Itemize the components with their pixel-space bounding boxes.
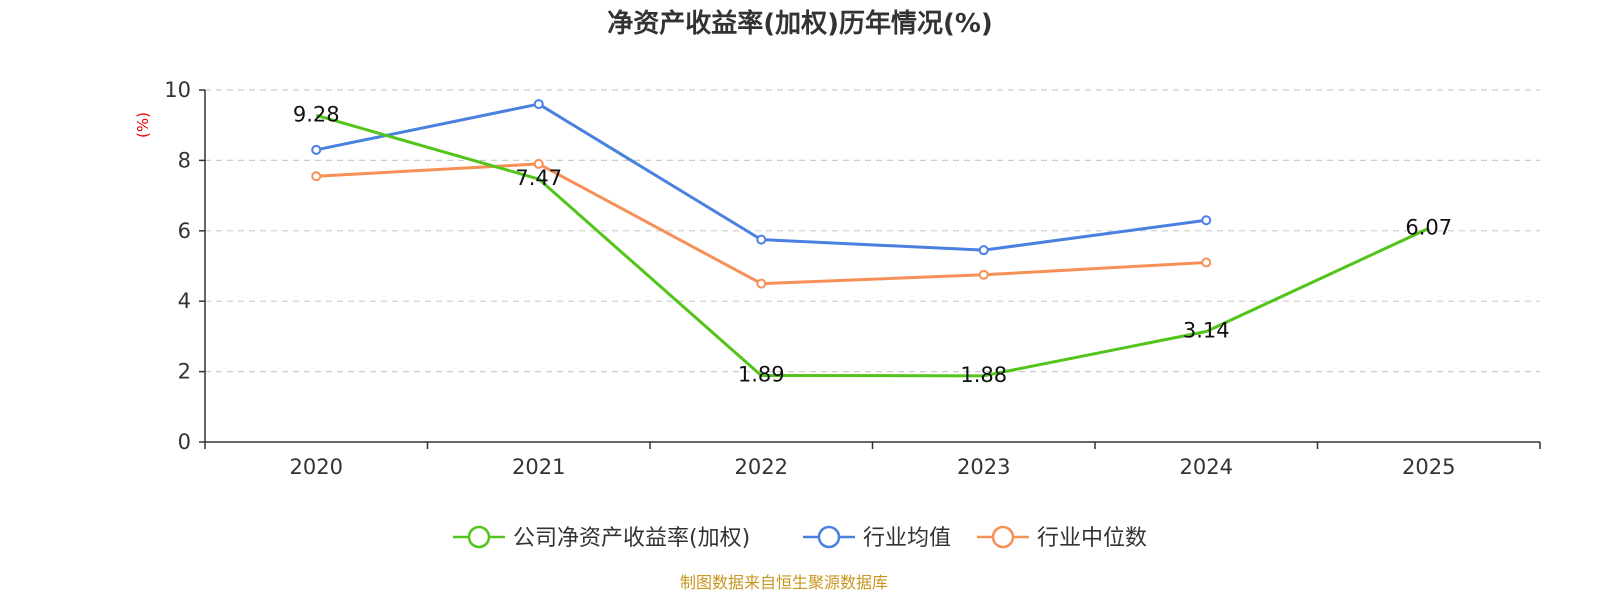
- data-label: 1.88: [960, 363, 1007, 387]
- series-point-2: [978, 269, 989, 280]
- x-tick-label: 2022: [735, 455, 788, 479]
- legend-item-0[interactable]: 公司净资产收益率(加权): [453, 525, 750, 551]
- legend-item-1[interactable]: 行业均值: [803, 525, 951, 551]
- chart-title: 净资产收益率(加权)历年情况(%): [607, 8, 993, 39]
- series-point-2: [533, 158, 544, 169]
- data-labels: 9.28 7.47 1.89 1.88 3.14 6.07: [293, 102, 1452, 386]
- series-point-1: [978, 245, 989, 256]
- y-tick-label: 4: [178, 289, 191, 313]
- y-tick-label: 8: [178, 148, 191, 172]
- series-point-2: [311, 171, 322, 182]
- series-point-2: [756, 278, 767, 289]
- legend-circle-icon: [817, 525, 841, 549]
- series-point-2: [1201, 257, 1212, 268]
- series-point-1: [533, 99, 544, 110]
- series-point-1: [1201, 215, 1212, 226]
- y-tick-label: 6: [178, 219, 191, 243]
- data-label: 6.07: [1405, 215, 1452, 239]
- x-tick-label: 2025: [1402, 455, 1455, 479]
- data-label: 1.89: [738, 362, 785, 386]
- y-tick-label: 0: [178, 430, 191, 454]
- y-axis-label: (%): [134, 112, 152, 138]
- axes: 0 2 4 6 8 10 2020 2021 2022 2023 2024 2025: [164, 78, 1541, 479]
- data-label: 7.47: [515, 166, 562, 190]
- legend-label: 公司净资产收益率(加权): [513, 526, 750, 551]
- legend-circle-icon: [991, 525, 1015, 549]
- x-tick-label: 2023: [957, 455, 1010, 479]
- y-tick-label: 2: [178, 360, 191, 384]
- series-point-1: [311, 144, 322, 155]
- x-tick-label: 2021: [512, 455, 565, 479]
- series-line-2: [316, 162, 1207, 286]
- y-tick-label: 10: [164, 78, 191, 102]
- legend-item-2[interactable]: 行业中位数: [977, 525, 1147, 551]
- series: [311, 99, 1430, 378]
- legend-circle-icon: [467, 525, 491, 549]
- legend-label: 行业中位数: [1037, 526, 1147, 551]
- legend[interactable]: 公司净资产收益率(加权) 行业均值 行业中位数: [453, 525, 1147, 551]
- legend-label: 行业均值: [863, 526, 951, 551]
- source-note: 制图数据来自恒生聚源数据库: [680, 573, 888, 592]
- x-tick-label: 2024: [1180, 455, 1233, 479]
- series-line-1: [315, 102, 1207, 252]
- series-line-0: [315, 113, 1430, 378]
- x-tick-label: 2020: [290, 455, 343, 479]
- data-label: 3.14: [1183, 318, 1230, 342]
- series-point-1: [756, 234, 767, 245]
- grid: [205, 89, 1540, 373]
- data-label: 9.28: [293, 102, 340, 126]
